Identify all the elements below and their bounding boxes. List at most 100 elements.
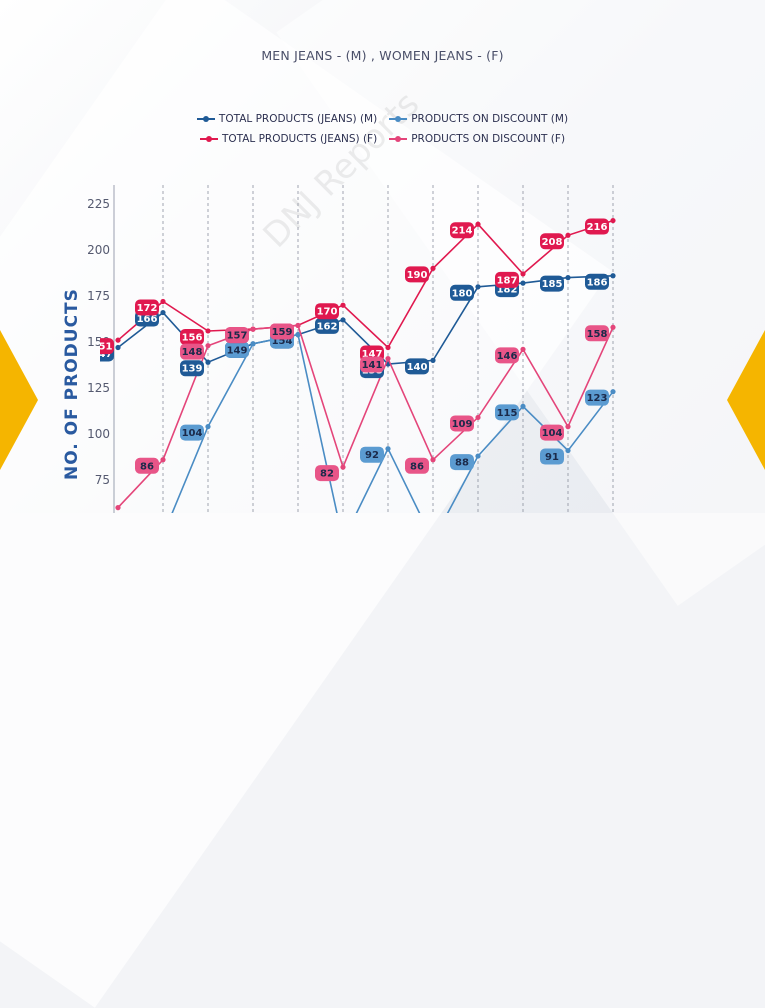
data-point <box>340 317 346 323</box>
data-label-bg <box>450 222 474 239</box>
data-label-text: 151 <box>92 342 113 353</box>
data-label-bg <box>180 343 204 360</box>
data-label-bg <box>405 358 429 375</box>
data-label-text: 148 <box>182 347 203 358</box>
data-label-text: 154 <box>272 336 293 347</box>
data-point <box>250 326 256 332</box>
data-point <box>115 337 121 343</box>
data-label-text: 157 <box>227 331 248 342</box>
legend-item-f-total[interactable]: TOTAL PRODUCTS (JEANS) (F) <box>199 133 377 145</box>
data-label: 186 <box>585 273 609 290</box>
data-label-bg <box>585 273 609 290</box>
legend-label-f-discount: PRODUCTS ON DISCOUNT (F) <box>411 133 566 145</box>
data-label-bg <box>540 424 564 441</box>
data-label-text: 162 <box>317 321 338 332</box>
data-point <box>565 424 571 430</box>
data-label-text: 187 <box>497 275 518 286</box>
data-label: 214 <box>450 222 474 239</box>
y-tick-label: 175 <box>87 289 110 303</box>
data-label-text: 149 <box>227 345 248 356</box>
data-point <box>520 403 526 409</box>
data-point <box>475 221 481 227</box>
data-label-text: 214 <box>452 226 473 237</box>
data-label-text: 104 <box>182 428 203 439</box>
data-label-bg <box>315 465 339 482</box>
data-label-text: 208 <box>542 237 563 248</box>
series-line-2 <box>117 219 614 349</box>
legend: TOTAL PRODUCTS (JEANS) (M) PRODUCTS ON D… <box>0 113 765 153</box>
data-label-text: 141 <box>362 360 383 371</box>
data-point <box>475 414 481 421</box>
data-label: 149 <box>225 341 249 358</box>
data-point <box>295 332 301 338</box>
legend-marker-f-discount-icon <box>389 136 408 142</box>
data-point <box>205 359 211 365</box>
data-point <box>295 322 301 329</box>
data-label-text: 216 <box>587 222 608 233</box>
data-label-bg <box>495 271 519 288</box>
data-label-text: 180 <box>452 288 473 299</box>
data-label-bg <box>585 325 609 342</box>
data-point <box>250 341 256 347</box>
data-label: 187 <box>495 271 519 288</box>
data-label: 216 <box>585 218 609 235</box>
data-point <box>430 357 436 363</box>
data-label: 148 <box>180 343 204 360</box>
data-label-text: 182 <box>497 285 518 296</box>
data-label-bg <box>405 266 429 283</box>
data-label-text: 190 <box>407 270 428 281</box>
data-label: 109 <box>450 415 474 432</box>
data-label: 151 <box>92 338 114 355</box>
data-label-text: 159 <box>272 327 293 338</box>
data-point <box>475 453 481 459</box>
data-label-text: 104 <box>542 428 563 439</box>
decor-triangle-right <box>727 330 765 470</box>
data-point <box>520 346 526 352</box>
data-label-bg <box>450 415 474 432</box>
data-label: 115 <box>495 404 519 421</box>
data-label: 146 <box>495 347 519 364</box>
data-point <box>385 344 391 351</box>
data-point <box>385 446 391 452</box>
data-label-bg <box>180 424 204 441</box>
data-point <box>610 389 616 395</box>
data-point <box>610 217 616 224</box>
legend-marker-m-discount-icon <box>389 116 408 122</box>
data-label-bg <box>180 360 204 377</box>
data-label-bg <box>360 356 384 373</box>
data-label: 140 <box>405 358 429 375</box>
data-label-text: 88 <box>455 458 469 469</box>
data-point <box>565 447 571 454</box>
data-point <box>160 309 166 316</box>
data-label-bg <box>450 454 474 471</box>
data-label-bg <box>135 457 159 474</box>
legend-label-m-discount: PRODUCTS ON DISCOUNT (M) <box>411 113 569 125</box>
data-label: 158 <box>585 325 609 342</box>
data-point <box>160 457 166 463</box>
data-point <box>385 355 391 362</box>
data-label-bg <box>100 338 114 355</box>
data-label-bg <box>405 457 429 474</box>
data-point <box>340 302 346 308</box>
data-point <box>610 273 616 279</box>
data-label: 92 <box>360 446 384 463</box>
data-label: 82 <box>315 465 339 482</box>
legend-item-m-total[interactable]: TOTAL PRODUCTS (JEANS) (M) <box>196 113 378 125</box>
data-label-bg <box>585 389 609 406</box>
data-label-text: 123 <box>587 393 608 404</box>
data-label: 104 <box>540 424 564 441</box>
legend-item-m-discount[interactable]: PRODUCTS ON DISCOUNT (M) <box>389 113 568 125</box>
data-point <box>475 284 481 290</box>
data-label: 139 <box>180 360 204 377</box>
data-point <box>520 271 526 277</box>
data-label: 170 <box>315 303 339 320</box>
data-label-text: 86 <box>410 461 424 472</box>
legend-item-f-discount[interactable]: PRODUCTS ON DISCOUNT (F) <box>389 133 565 145</box>
data-label-text: 140 <box>407 362 428 373</box>
data-label-text: 172 <box>137 303 158 314</box>
data-label: 86 <box>405 457 429 474</box>
legend-label-m-total: TOTAL PRODUCTS (JEANS) (M) <box>218 113 378 125</box>
y-tick-label: 125 <box>87 381 110 395</box>
chart-title: MEN JEANS - (M) , WOMEN JEANS - (F) <box>261 48 504 63</box>
data-label-bg <box>540 448 564 465</box>
